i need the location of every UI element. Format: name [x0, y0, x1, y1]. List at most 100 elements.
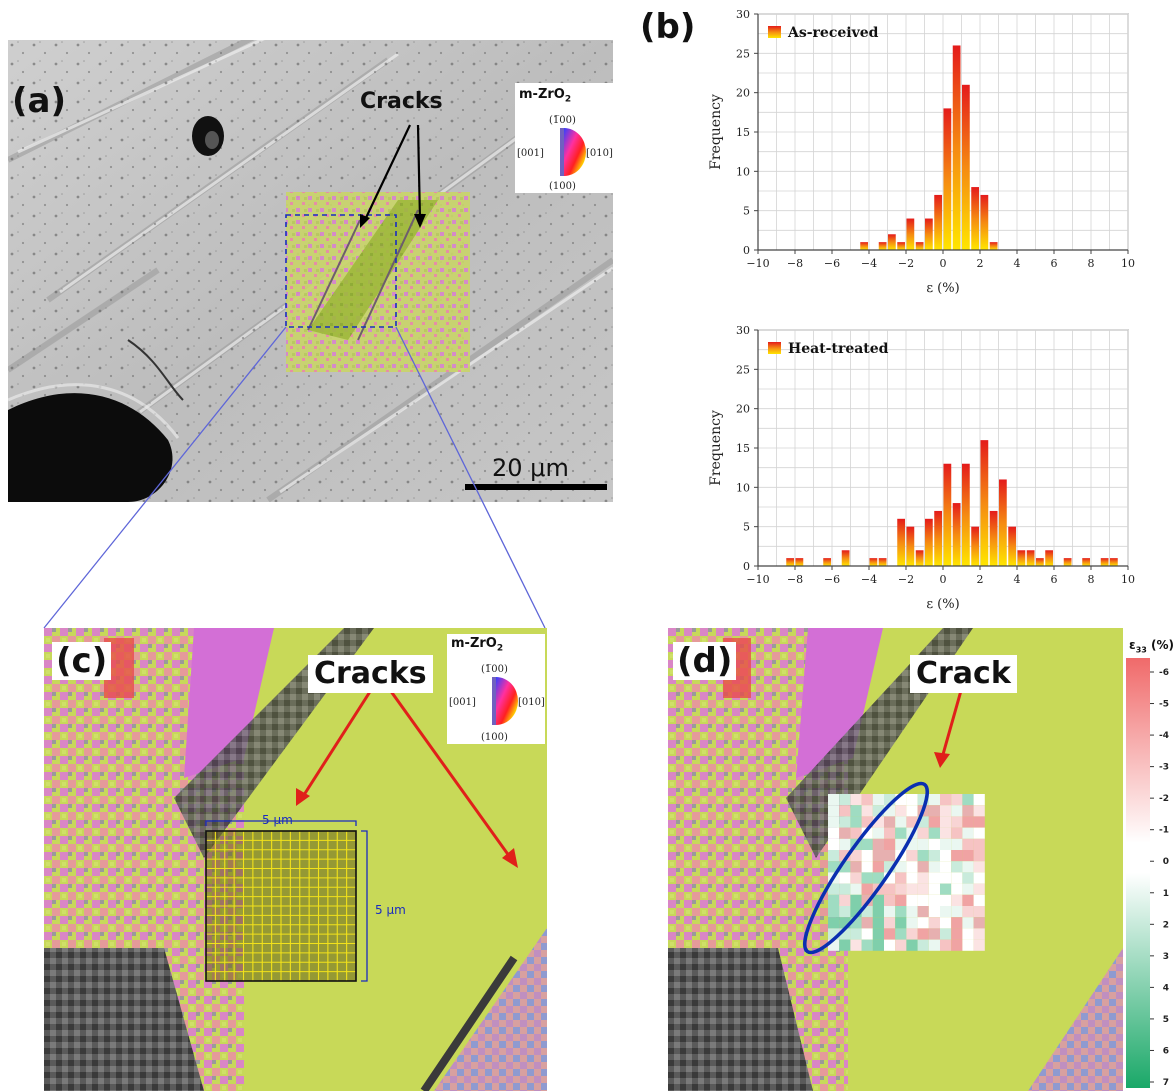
strain-colorbar — [1126, 658, 1150, 1088]
panel-d-strain-map — [668, 628, 1123, 1091]
histogram-bar — [925, 518, 933, 566]
color-key-a-bottom: (100) — [549, 181, 576, 192]
histogram-bar — [934, 194, 942, 250]
y-tick-label: 10 — [736, 165, 750, 178]
y-axis-label: Frequency — [708, 94, 724, 170]
histogram-bar — [980, 194, 989, 250]
color-key-c-right: [010] — [518, 697, 545, 708]
histogram-bar — [1017, 550, 1026, 566]
histogram-heat-treated: −10 −8 −6 −4 −2 0 2 4 6 8 10 0 5 10 15 20 25 30 ε (%) Frequ… — [708, 324, 1135, 612]
strain-tick-label: 6 — [1163, 1046, 1169, 1056]
histogram-bar — [888, 234, 896, 250]
strain-tick-label: -6 — [1159, 668, 1169, 678]
y-tick-label: 10 — [736, 481, 750, 494]
x-tick-label: 0 — [940, 257, 947, 270]
histogram-bar — [795, 558, 804, 566]
panel-a-scale-bar-label: 20 μm — [492, 454, 569, 482]
x-tick-label: −6 — [824, 573, 840, 586]
y-tick-label: 30 — [736, 8, 750, 21]
color-key-c-phase: m-ZrO2 — [451, 636, 504, 654]
histogram-bar — [915, 550, 924, 566]
histogram-bar — [971, 526, 979, 566]
x-tick-label: 8 — [1088, 573, 1095, 586]
histogram-bar — [925, 218, 933, 250]
strain-tick-label: 1 — [1163, 889, 1169, 899]
histogram-bar — [841, 550, 850, 566]
x-tick-label: 8 — [1088, 257, 1095, 270]
x-tick-label: 4 — [1014, 257, 1021, 270]
x-tick-label: 4 — [1014, 573, 1021, 586]
panel-c-grid-height: 5 μm — [375, 903, 406, 917]
histogram-bar — [1082, 558, 1090, 566]
histogram-bar — [971, 187, 979, 250]
x-tick-label: −4 — [861, 257, 877, 270]
histogram-bar — [980, 440, 989, 566]
strain-scale-title: ε33 (%) — [1129, 638, 1173, 655]
x-tick-label: −10 — [746, 573, 769, 586]
histogram-bar — [897, 242, 905, 250]
x-tick-label: −8 — [787, 257, 803, 270]
panel-a-cracks-label: Cracks — [360, 89, 443, 114]
x-tick-label: −4 — [861, 573, 877, 586]
histogram-bar — [906, 526, 915, 566]
x-tick-label: 10 — [1121, 573, 1135, 586]
strain-tick-label: 5 — [1163, 1015, 1169, 1025]
histogram-bar — [915, 242, 924, 250]
strain-tick-label: 3 — [1163, 952, 1169, 962]
histogram-bar — [999, 479, 1007, 566]
color-key-a: m-ZrO2 (1̅00) [001] [010] (100) — [515, 83, 613, 193]
panel-d-crack-label: Crack — [910, 655, 1017, 693]
x-tick-label: 10 — [1121, 257, 1135, 270]
x-tick-label: 6 — [1051, 573, 1058, 586]
y-tick-label: 25 — [736, 363, 750, 376]
color-key-c-top: (1̅00) — [481, 664, 508, 675]
ipf-triangle-a-icon: (1̅00) [001] [010] (100) — [517, 115, 613, 192]
histogram-bar — [1008, 526, 1016, 566]
y-tick-label: 5 — [743, 205, 750, 218]
histogram-as-received: −10 −8 −6 −4 −2 0 2 4 6 8 10 0 5 10 15 20 25 30 ε (%) Frequ… — [708, 8, 1135, 296]
strain-tick-label: 0 — [1163, 857, 1169, 867]
legend-label: Heat-treated — [788, 341, 889, 357]
panel-a-label: (a) — [12, 81, 67, 121]
x-axis-label: ε (%) — [926, 281, 959, 296]
y-tick-label: 15 — [736, 442, 750, 455]
legend-swatch — [768, 26, 781, 38]
histogram-bar — [989, 242, 998, 250]
strain-tick-label: -3 — [1159, 763, 1169, 773]
y-axis-label: Frequency — [708, 410, 724, 486]
x-tick-label: −6 — [824, 257, 840, 270]
y-tick-label: 0 — [743, 560, 750, 573]
histogram-bar — [989, 510, 998, 566]
histogram-bar — [860, 242, 868, 250]
histogram-bar — [1045, 550, 1053, 566]
strain-tick-label: -2 — [1159, 794, 1169, 804]
x-tick-label: 2 — [977, 257, 984, 270]
x-tick-label: −10 — [746, 257, 769, 270]
strain-tick-label: 7 — [1163, 1078, 1169, 1088]
histogram-bar — [878, 242, 887, 250]
x-tick-label: 6 — [1051, 257, 1058, 270]
color-key-c-left: [001] — [449, 697, 476, 708]
x-tick-label: 2 — [977, 573, 984, 586]
color-key-a-left: [001] — [517, 148, 544, 159]
strain-scale: ε33 (%) -6 -5 -4 -3 -2 -1 0 1 2 3 4 5 6 7 — [1123, 634, 1173, 1091]
color-key-a-right: [010] — [586, 148, 613, 159]
panel-b-label: (b) — [640, 7, 696, 47]
y-tick-label: 0 — [743, 244, 750, 257]
x-tick-label: −2 — [898, 573, 914, 586]
color-key-c: m-ZrO2 (1̅00) [001] [010] (100) — [447, 634, 545, 744]
strain-tick-label: -4 — [1159, 731, 1169, 741]
histogram-bar — [1026, 550, 1035, 566]
y-tick-label: 20 — [736, 403, 750, 416]
histogram-bar — [1063, 558, 1072, 566]
y-tick-label: 15 — [736, 126, 750, 139]
x-tick-label: −8 — [787, 573, 803, 586]
ipf-triangle-c-icon: (1̅00) [001] [010] (100) — [449, 664, 545, 743]
histogram-bar — [943, 108, 952, 251]
panel-c-grid-width: 5 μm — [262, 813, 293, 827]
x-axis-label: ε (%) — [926, 597, 959, 612]
histogram-bar — [962, 463, 970, 566]
histogram-bar — [952, 503, 961, 566]
color-key-c-bottom: (100) — [481, 732, 508, 743]
color-key-a-phase: m-ZrO2 — [519, 87, 572, 105]
